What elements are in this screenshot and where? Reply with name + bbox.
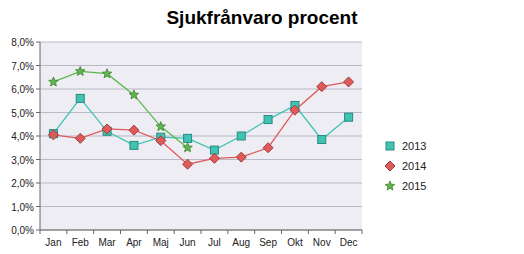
data-point [183, 159, 193, 169]
data-point [49, 77, 59, 86]
grid-line [40, 65, 362, 66]
y-tick-label: 2,0% [11, 178, 34, 189]
y-tick-label: 4,0% [11, 131, 34, 142]
y-tick-label: 7,0% [11, 61, 34, 72]
data-point [317, 82, 327, 92]
y-tick [36, 230, 40, 231]
data-point [130, 141, 138, 149]
x-tick-label: Sep [259, 237, 277, 248]
data-point [290, 105, 300, 115]
legend-marker [386, 142, 394, 150]
x-tick [281, 230, 282, 234]
data-point [236, 152, 246, 162]
x-tick-label: Aug [232, 237, 250, 248]
x-tick [362, 230, 363, 234]
data-point [48, 130, 58, 140]
y-tick-label: 8,0% [11, 37, 34, 48]
x-tick [120, 230, 121, 234]
x-tick [308, 230, 309, 234]
data-point [318, 136, 326, 144]
grid-line [40, 112, 362, 113]
y-tick-label: 1,0% [11, 202, 34, 213]
data-point [102, 69, 112, 78]
data-point [345, 113, 353, 121]
series-line [53, 98, 348, 150]
y-tick [36, 159, 40, 160]
x-tick-label: Nov [313, 237, 331, 248]
legend-label: 2014 [402, 160, 426, 172]
legend-label: 2015 [402, 180, 426, 192]
y-tick [36, 206, 40, 207]
data-point [76, 94, 84, 102]
data-point [209, 153, 219, 163]
x-tick-label: Jul [208, 237, 221, 248]
data-point [264, 116, 272, 124]
x-tick [335, 230, 336, 234]
x-tick [227, 230, 228, 234]
x-tick [254, 230, 255, 234]
x-tick [201, 230, 202, 234]
data-point [344, 77, 354, 87]
x-tick [40, 230, 41, 234]
series-line [53, 82, 348, 164]
y-axis [40, 42, 41, 230]
x-tick-label: Mar [98, 237, 116, 248]
data-point [156, 136, 166, 146]
grid-line [40, 89, 362, 90]
title: Sjukfrånvaro procent [166, 7, 358, 28]
legend-label: 2013 [402, 140, 426, 152]
data-point [102, 124, 112, 134]
x-tick-label: Feb [72, 237, 90, 248]
data-point [263, 143, 273, 153]
y-tick [36, 136, 40, 137]
data-point [129, 90, 139, 99]
y-tick-label: 0,0% [11, 225, 34, 236]
legend-marker [385, 181, 395, 190]
plot-area [40, 42, 362, 230]
data-point [237, 132, 245, 140]
series-group [48, 66, 353, 169]
data-point [75, 133, 85, 143]
x-tick-label: Dec [340, 237, 358, 248]
x-tick-label: Okt [287, 237, 303, 248]
y-tick-label: 6,0% [11, 84, 34, 95]
y-tick [36, 42, 40, 43]
x-tick-label: Apr [126, 237, 142, 248]
y-tick [36, 112, 40, 113]
x-tick-label: Maj [153, 237, 169, 248]
y-tick [36, 89, 40, 90]
data-point [75, 66, 85, 75]
y-tick-label: 5,0% [11, 108, 34, 119]
legend-marker [385, 161, 395, 171]
data-point [183, 143, 193, 152]
x-tick-label: Jun [180, 237, 196, 248]
data-point [184, 134, 192, 142]
grid-line [40, 183, 362, 184]
x-tick [93, 230, 94, 234]
series-line [53, 71, 187, 147]
x-tick-label: Jan [45, 237, 61, 248]
y-tick [36, 65, 40, 66]
y-tick-label: 3,0% [11, 155, 34, 166]
x-tick [66, 230, 67, 234]
data-point [129, 125, 139, 135]
x-tick [174, 230, 175, 234]
chart: Sjukfrånvaro procent 0,0% 1,0% 2,0% 3,0% 4,0%… [0, 0, 524, 254]
y-tick [36, 183, 40, 184]
grid-line [40, 42, 362, 43]
data-point [156, 122, 166, 131]
x-tick [147, 230, 148, 234]
grid-line [40, 206, 362, 207]
grid-line [40, 159, 362, 160]
